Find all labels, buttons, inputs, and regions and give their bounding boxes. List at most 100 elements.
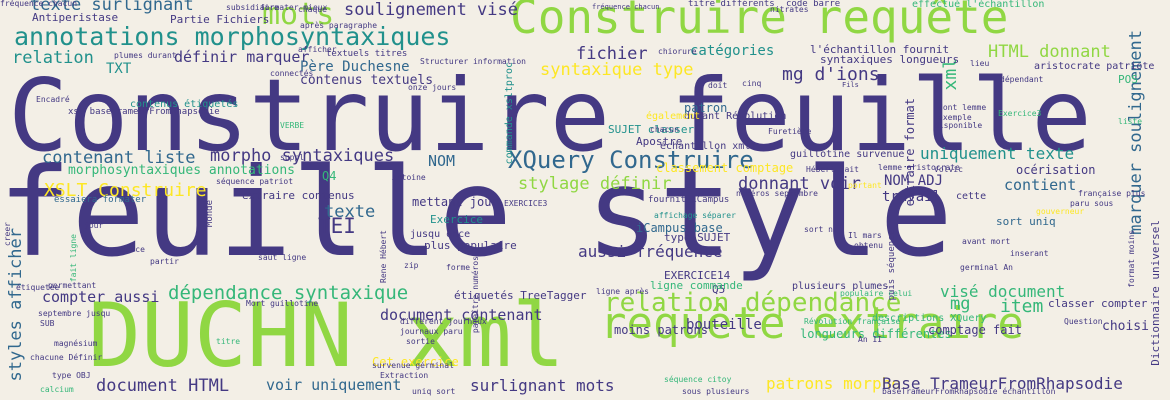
cloud-word: échantillon xml	[660, 141, 751, 152]
cloud-word: fichier	[576, 44, 648, 64]
cloud-word: contient	[1004, 176, 1077, 194]
cloud-word: plumes durant	[114, 51, 177, 60]
cloud-word: texte surlignant	[30, 0, 194, 15]
cloud-word: Q4	[322, 169, 337, 183]
cloud-word: après paragraphe	[300, 21, 378, 30]
cloud-word: Construire requête	[510, 0, 1009, 44]
cloud-word: relation	[12, 48, 94, 68]
cloud-word: germinal An	[960, 263, 1013, 272]
cloud-word: Exercice	[430, 213, 483, 226]
cloud-word: paraître numéros	[471, 256, 480, 334]
cloud-word: sort nr	[804, 225, 838, 234]
cloud-word: patrons morpho	[766, 374, 901, 393]
cloud-word: textuels titres	[326, 49, 408, 59]
cloud-word: Encadré	[36, 95, 70, 104]
cloud-word: cinq	[742, 79, 762, 88]
cloud-word: chacun	[650, 125, 679, 134]
cloud-word: magnésium	[54, 339, 98, 348]
cloud-word: titre	[216, 337, 241, 346]
cloud-word: texte	[324, 202, 376, 222]
cloud-word: visé document	[940, 282, 1066, 301]
cloud-word: afficher	[298, 45, 337, 54]
cloud-word: gouverneur	[1036, 207, 1085, 216]
cloud-word: guillotine survenue	[790, 149, 905, 160]
cloud-word: ligne commande	[650, 279, 743, 292]
cloud-word: exemple	[938, 113, 972, 122]
cloud-word: forme	[446, 263, 471, 272]
cloud-word: Monde	[205, 200, 215, 228]
cloud-word: plusieurs plumes	[792, 281, 889, 292]
cloud-word: code barre	[786, 0, 841, 9]
cloud-word: essaiera formater	[54, 195, 147, 205]
cloud-word: l'échantillon fournit	[810, 43, 950, 56]
cloud-word: morpho syntaxiques	[210, 146, 395, 166]
cloud-word: chacune Définir	[30, 353, 103, 362]
cloud-word: NOM ADJ	[884, 173, 944, 189]
cloud-word: creer	[3, 222, 12, 247]
cloud-word: Construire feuille	[8, 57, 1092, 174]
cloud-word: styles afficher	[6, 228, 26, 382]
cloud-word: permettant	[48, 281, 97, 290]
cloud-word: contenus étiquetés	[130, 99, 239, 110]
cloud-word: Partie Fichiers	[170, 13, 270, 26]
cloud-word: nitrates	[770, 5, 809, 14]
cloud-word: étiquetés TreeTagger	[454, 289, 587, 302]
cloud-word: descriptions XQuery	[872, 313, 987, 324]
cloud-word: puis séquence	[887, 230, 897, 301]
cloud-word: Exercice3	[998, 109, 1042, 118]
cloud-word: POS	[1118, 73, 1138, 86]
cloud-word: fait ligne	[69, 234, 78, 283]
cloud-word: mg d'ions	[782, 64, 880, 85]
cloud-word: saut ligne	[258, 253, 307, 262]
cloud-word: suppl	[280, 153, 305, 162]
cloud-word: Extraction	[380, 371, 429, 380]
cloud-word: mg	[950, 294, 971, 314]
cloud-word: contenus textuels	[300, 73, 434, 88]
cloud-word: uniq sort	[412, 387, 456, 396]
cloud-word: xsl baseTrameurFromRhapsodie	[68, 107, 220, 117]
cloud-word: océrisation	[1016, 163, 1096, 177]
cloud-word: HTML donnant	[988, 42, 1111, 62]
cloud-word: aristocrate patriote	[1034, 61, 1155, 72]
cloud-word: Hébert fait	[806, 165, 859, 174]
cloud-word: durant Révolution	[684, 111, 787, 122]
cloud-word: formater mieux	[260, 3, 328, 12]
cloud-word: morphosyntaxiques annotations	[68, 163, 295, 178]
cloud-word: connectés	[270, 69, 314, 78]
cloud-word: Mort guillotine	[246, 299, 319, 308]
cloud-word: partir	[150, 257, 179, 266]
cloud-word: EXERCICE14	[664, 269, 731, 282]
cloud-word: fréquence chacun	[592, 3, 660, 11]
cloud-word: Fils	[842, 81, 859, 89]
cloud-word: feuille style	[0, 142, 953, 284]
cloud-word: contenant liste	[42, 148, 196, 168]
cloud-word: doit	[708, 81, 728, 90]
cloud-word: inserant	[1010, 249, 1049, 258]
cloud-word: TEI	[318, 214, 356, 238]
cloud-word: SUJET classer	[608, 123, 695, 136]
cloud-word: Question	[1064, 317, 1103, 326]
cloud-word: fournit iCampus	[648, 195, 730, 205]
cloud-word: définir marquer	[174, 48, 310, 66]
cloud-word: populaire celui	[840, 289, 913, 298]
cloud-word: Rene Hébert	[379, 230, 388, 283]
cloud-word: sort uniq	[996, 215, 1056, 228]
cloud-word: soulignement visé	[344, 0, 518, 20]
cloud-word: NOM	[428, 152, 456, 170]
cloud-word: Il mars	[848, 231, 882, 240]
cloud-word: aussi fréquence	[578, 242, 723, 261]
cloud-word: type OBJ	[52, 371, 91, 380]
cloud-word: obtenu	[854, 241, 883, 250]
cloud-word: également	[646, 111, 701, 122]
cloud-word: lemme aristocrate	[878, 163, 960, 172]
cloud-word: Base TrameurFromRhapsodie	[882, 374, 1123, 393]
cloud-word: ligne après	[596, 287, 649, 296]
cloud-word: bouteille	[686, 317, 762, 333]
cloud-word: VERBE	[280, 121, 305, 130]
cloud-word: subsidiaire	[226, 3, 279, 12]
cloud-word: liste	[1118, 117, 1143, 126]
cloud-word: lieu	[970, 59, 990, 68]
cloud-word: Furetière	[768, 127, 812, 136]
cloud-word: classer compter	[1048, 297, 1148, 310]
